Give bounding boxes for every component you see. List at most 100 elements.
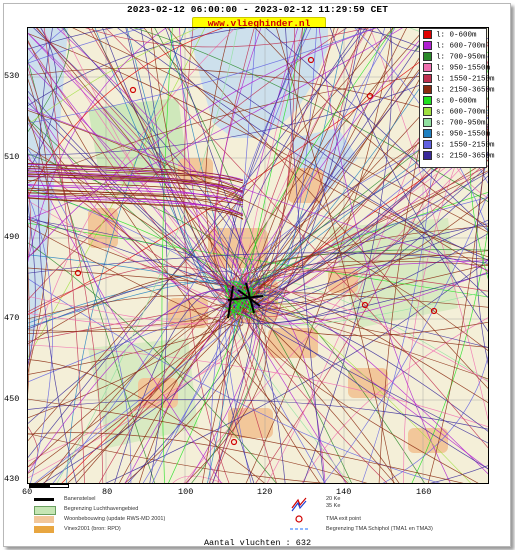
flight-track — [28, 108, 488, 271]
flight-track — [238, 305, 488, 337]
flight-track — [28, 28, 236, 366]
flight-track — [28, 90, 488, 470]
flight-track — [265, 28, 488, 232]
exit-point-marker — [366, 92, 374, 100]
runway-key — [34, 498, 54, 501]
flight-track — [28, 28, 114, 50]
flight-track — [241, 286, 255, 315]
time-range-title: 2023-02-12 06:00:00 - 2023-02-12 11:29:5… — [126, 4, 389, 15]
flight-track — [28, 192, 244, 206]
legend-item: l: 950-1550m — [423, 63, 490, 74]
flight-track — [217, 299, 250, 483]
flight-track — [152, 28, 396, 483]
flight-track — [28, 398, 464, 483]
airport-boundary-key — [34, 506, 56, 515]
flight-track — [28, 267, 261, 295]
map-key-label: Woonbebouwing (update RWS-MD 2001) — [64, 516, 166, 522]
flight-track — [28, 187, 244, 216]
legend-item: l: 700-950m — [423, 52, 486, 63]
legend-swatch — [423, 96, 432, 105]
scale-bar — [49, 484, 69, 488]
flight-track — [411, 224, 488, 483]
flight-track — [28, 222, 488, 298]
flight-track — [227, 290, 395, 483]
flight-track — [250, 291, 256, 298]
x-tick-label: 140 — [336, 487, 352, 497]
flight-track — [28, 28, 394, 442]
flight-track — [105, 259, 488, 483]
y-tick-label: 430 — [4, 474, 20, 484]
flight-track — [369, 28, 488, 421]
flight-track — [237, 306, 347, 483]
x-tick-label: 120 — [257, 487, 273, 497]
map-key: Banenstelsel Begrenzing Luchthavengebied… — [28, 496, 486, 536]
flight-track — [28, 115, 50, 257]
altitude-legend: l: 0-600m l: 600-700m l: 700-950m l: 950… — [419, 28, 495, 168]
flight-track — [28, 197, 244, 220]
housing-key — [34, 516, 54, 523]
flight-track — [56, 28, 238, 483]
flight-track — [140, 28, 168, 483]
flight-track — [323, 193, 488, 483]
exit-point-marker — [129, 86, 137, 94]
flight-track — [238, 289, 488, 382]
flight-track — [202, 28, 368, 483]
flight-track — [28, 226, 244, 327]
flight-track — [66, 28, 187, 483]
flight-track — [28, 303, 262, 462]
flight-track — [28, 28, 367, 458]
exit-point-marker — [361, 301, 369, 309]
tma-boundary-key — [290, 528, 310, 530]
flight-track — [28, 28, 248, 107]
flight-track — [28, 28, 199, 125]
flight-track — [233, 281, 246, 287]
legend-item: s: 950-1550m — [423, 129, 490, 140]
vinex-key — [34, 526, 54, 533]
exit-point-marker — [230, 438, 238, 446]
flight-track — [28, 32, 258, 311]
flight-track — [231, 223, 488, 300]
flight-track — [28, 170, 244, 198]
flight-track — [28, 28, 378, 259]
legend-item: s: 0-600m — [423, 96, 477, 107]
flight-track — [28, 184, 244, 204]
flight-track — [250, 159, 488, 318]
flight-track — [224, 287, 326, 483]
flight-track — [28, 110, 488, 352]
map-key-label: Banenstelsel — [64, 496, 96, 502]
flight-track — [276, 28, 394, 483]
flight-track — [28, 167, 244, 184]
flight-track — [242, 279, 488, 381]
legend-item: s: 600-700m — [423, 107, 486, 118]
legend-item: l: 600-700m — [423, 41, 486, 52]
scale-bar — [29, 484, 49, 488]
y-tick-label: 510 — [4, 152, 20, 162]
flight-track — [382, 355, 488, 483]
flight-track — [28, 28, 466, 315]
y-tick-label: 450 — [4, 394, 20, 404]
flight-track — [251, 284, 253, 287]
flight-track — [28, 426, 39, 468]
flight-track — [254, 28, 488, 227]
flight-track — [28, 262, 30, 395]
flight-track — [161, 28, 173, 483]
flight-track — [28, 28, 224, 199]
flight-track — [225, 285, 230, 296]
flight-track — [28, 265, 236, 313]
map-key-label: 35 Ke — [326, 503, 341, 509]
legend-item: s: 700-950m — [423, 118, 486, 129]
flight-track — [85, 28, 369, 48]
flight-track — [28, 184, 244, 208]
flight-track — [427, 121, 488, 483]
flight-track — [67, 291, 256, 483]
flight-track — [28, 180, 244, 202]
flight-track — [28, 432, 368, 483]
flight-track — [318, 28, 451, 483]
exit-point-marker — [430, 307, 438, 315]
flight-track — [224, 284, 228, 293]
exit-points — [74, 56, 438, 446]
flight-track — [429, 465, 488, 483]
legend-swatch — [423, 63, 432, 72]
flight-track — [28, 173, 244, 192]
flight-track — [52, 28, 307, 483]
